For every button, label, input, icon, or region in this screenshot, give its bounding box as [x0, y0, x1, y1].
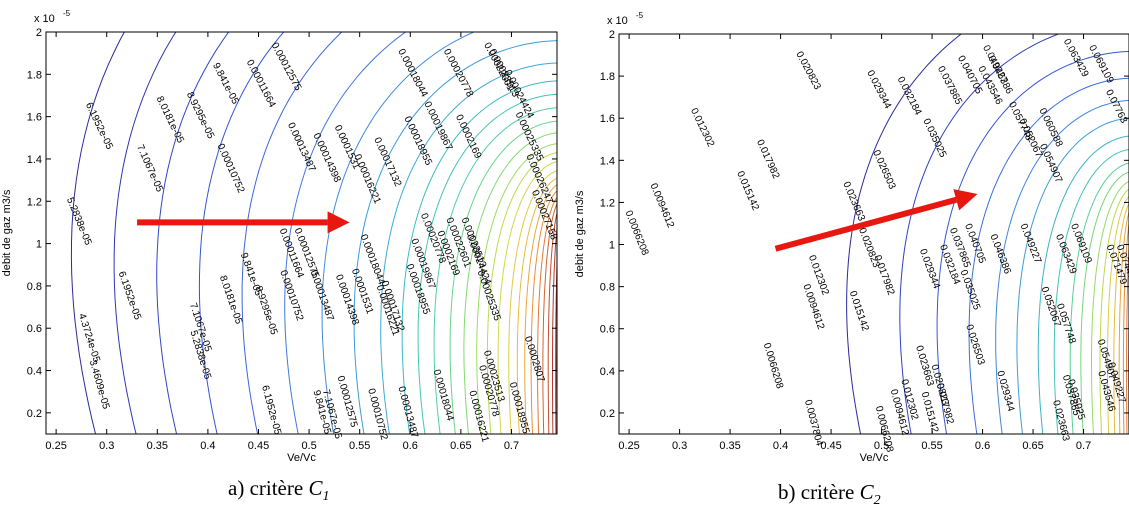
x-tick-label: 0.55 — [921, 440, 942, 452]
y-exponent-power: -5 — [63, 9, 71, 18]
x-tick-label: 0.5 — [874, 440, 889, 452]
contour-chart-c2: 0.00378040.00662080.00662080.00662080.00… — [566, 0, 1129, 480]
x-tick-label: 0.3 — [99, 440, 114, 452]
caption-prefix: b) critère — [778, 480, 854, 504]
x-tick-label: 0.45 — [820, 440, 841, 452]
y-tick-label: 2 — [609, 29, 615, 41]
caption-c2: b) critère C2 — [778, 480, 881, 509]
plot-area — [619, 34, 1129, 434]
y-tick-label: 1.6 — [600, 113, 615, 125]
x-tick-label: 0.25 — [45, 440, 66, 452]
caption-variable: C — [308, 476, 322, 500]
x-tick-label: 0.6 — [403, 440, 418, 452]
x-tick-label: 0.4 — [773, 440, 788, 452]
x-tick-label: 0.7 — [504, 440, 519, 452]
x-axis-label: Ve/Vc — [287, 452, 316, 464]
y-axis-label: debit de gaz m3/s — [574, 190, 586, 277]
y-tick-label: 1.8 — [27, 69, 42, 81]
y-tick-label: 0.4 — [27, 366, 42, 378]
caption-subscript: 1 — [322, 489, 329, 504]
x-tick-label: 0.5 — [301, 440, 316, 452]
y-tick-label: 1 — [609, 240, 615, 252]
y-tick-label: 0.4 — [600, 366, 615, 378]
x-tick-label: 0.3 — [672, 440, 687, 452]
x-tick-label: 0.35 — [719, 440, 740, 452]
x-axis-label: Ve/Vc — [860, 452, 889, 464]
caption-variable: C — [860, 480, 874, 504]
x-tick-label: 0.65 — [1022, 440, 1043, 452]
x-tick-label: 0.65 — [450, 440, 471, 452]
y-tick-label: 1.8 — [600, 71, 615, 83]
y-tick-label: 0.8 — [600, 282, 615, 294]
x-tick-label: 0.6 — [975, 440, 990, 452]
y-exponent-power: -5 — [636, 11, 644, 20]
y-tick-label: 1.4 — [27, 154, 42, 166]
x-tick-label: 0.7 — [1076, 440, 1091, 452]
x-tick-label: 0.25 — [618, 440, 639, 452]
x-tick-label: 0.4 — [200, 440, 215, 452]
y-axis-label: debit de gaz m3/s — [1, 189, 13, 276]
y-tick-label: 1.4 — [600, 155, 615, 167]
y-tick-label: 0.2 — [600, 408, 615, 420]
contour-chart-c1: 3.4609e-054.3724e-055.2838e-055.2838e-05… — [0, 0, 562, 480]
contour-line — [558, 211, 562, 438]
y-exponent-label: x 10 — [607, 15, 628, 27]
y-tick-label: 0.6 — [600, 324, 615, 336]
y-tick-label: 0.6 — [27, 323, 42, 335]
y-tick-label: 0.8 — [27, 281, 42, 293]
y-tick-label: 1.2 — [27, 196, 42, 208]
y-tick-label: 2 — [36, 27, 42, 39]
x-tick-label: 0.55 — [349, 440, 370, 452]
x-tick-label: 0.35 — [147, 440, 168, 452]
caption-c1: a) critère C1 — [228, 476, 329, 505]
y-tick-label: 1.2 — [600, 197, 615, 209]
y-tick-label: 1.6 — [27, 112, 42, 124]
caption-prefix: a) critère — [228, 476, 303, 500]
y-tick-label: 1 — [36, 239, 42, 251]
caption-subscript: 2 — [874, 493, 881, 508]
x-tick-label: 0.45 — [248, 440, 269, 452]
y-tick-label: 0.2 — [27, 408, 42, 420]
y-exponent-label: x 10 — [34, 13, 55, 25]
